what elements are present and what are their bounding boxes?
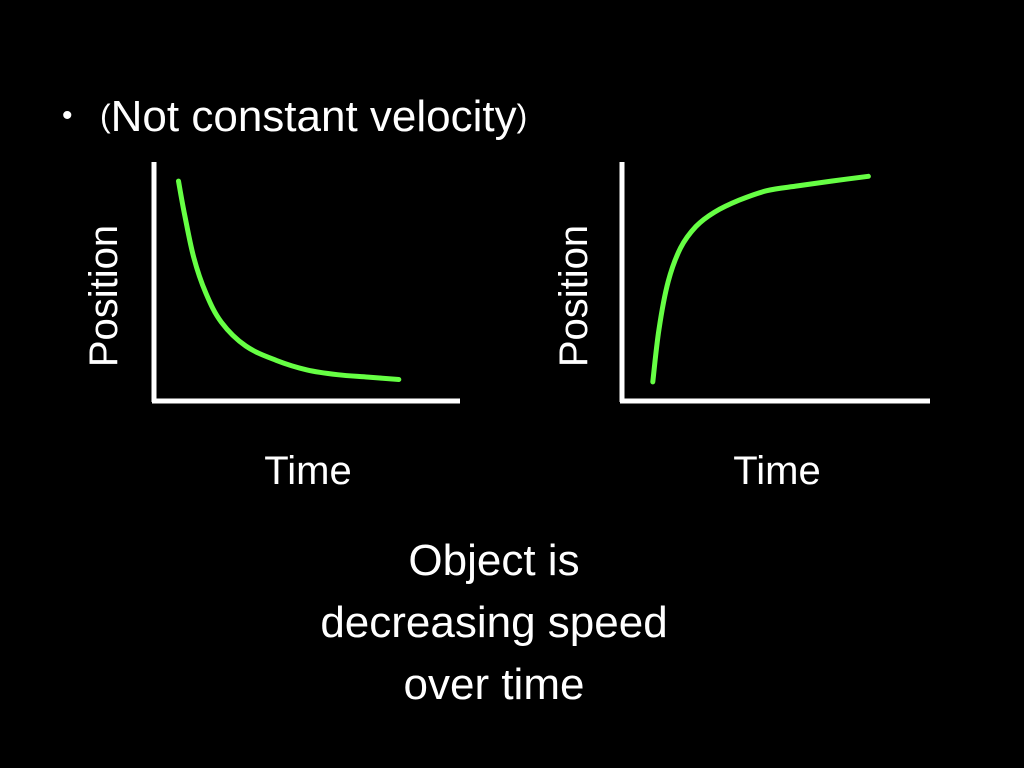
chart-1-x-label: Time bbox=[264, 449, 351, 493]
open-paren: ( bbox=[100, 98, 111, 134]
caption-line-2: decreasing speed bbox=[320, 598, 668, 647]
chart-2-y-label: Position bbox=[552, 225, 596, 367]
chart-2-series-line bbox=[650, 173, 871, 385]
chart-decreasing: Position Time bbox=[82, 162, 460, 493]
bullet-marker: • bbox=[62, 99, 73, 132]
bullet-line: • (Not constant velocity) bbox=[62, 88, 527, 145]
chart-1-series-line bbox=[176, 178, 402, 382]
close-paren: ) bbox=[516, 98, 528, 134]
chart-1-y-label: Position bbox=[82, 225, 126, 367]
bullet-text: Not constant velocity bbox=[110, 92, 517, 141]
caption: Object is decreasing speed over time bbox=[244, 530, 744, 716]
chart-2-x-label: Time bbox=[733, 449, 820, 493]
chart-increasing: Position Time bbox=[552, 162, 930, 493]
caption-line-1: Object is bbox=[408, 536, 580, 585]
caption-line-3: over time bbox=[403, 660, 585, 709]
